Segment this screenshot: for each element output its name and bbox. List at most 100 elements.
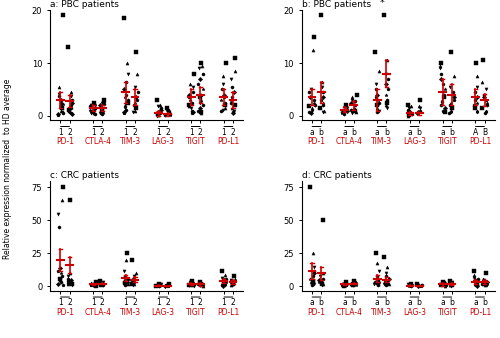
Point bbox=[99, 280, 107, 285]
Point bbox=[436, 66, 444, 71]
Point bbox=[164, 284, 172, 289]
Text: PD-1: PD-1 bbox=[308, 308, 326, 317]
Point bbox=[309, 273, 317, 279]
Text: TIGIT: TIGIT bbox=[438, 308, 457, 317]
Point bbox=[228, 283, 235, 288]
Point bbox=[408, 283, 416, 288]
Point bbox=[153, 282, 161, 288]
Point bbox=[154, 112, 162, 117]
Point bbox=[64, 282, 72, 287]
Point bbox=[350, 283, 358, 288]
Point bbox=[130, 276, 138, 281]
Point bbox=[64, 273, 72, 279]
Point bbox=[481, 282, 489, 287]
Point bbox=[229, 109, 237, 114]
Point bbox=[471, 97, 479, 103]
Point bbox=[482, 270, 490, 276]
Point bbox=[217, 97, 225, 103]
Point bbox=[470, 90, 478, 95]
Point bbox=[220, 279, 228, 285]
Point bbox=[199, 103, 207, 108]
Point bbox=[124, 60, 132, 66]
Point bbox=[217, 108, 225, 113]
Point bbox=[186, 281, 194, 286]
Point bbox=[482, 97, 490, 103]
Point bbox=[440, 281, 448, 287]
Point bbox=[440, 92, 448, 97]
Point bbox=[308, 280, 316, 285]
Point bbox=[88, 283, 96, 288]
Point bbox=[318, 283, 326, 288]
Point bbox=[374, 279, 382, 285]
Point bbox=[100, 98, 108, 104]
Point bbox=[100, 97, 108, 103]
Point bbox=[230, 68, 238, 74]
Point bbox=[374, 283, 382, 288]
Text: CTLA-4: CTLA-4 bbox=[84, 308, 111, 317]
Point bbox=[190, 71, 198, 76]
Text: *: * bbox=[380, 0, 384, 8]
Point bbox=[446, 282, 454, 288]
Point bbox=[479, 58, 487, 63]
Point bbox=[480, 92, 488, 97]
Point bbox=[408, 281, 416, 287]
Point bbox=[483, 283, 491, 288]
Point bbox=[316, 105, 324, 111]
Point bbox=[90, 281, 98, 287]
Point bbox=[472, 280, 480, 285]
Point bbox=[163, 105, 171, 111]
Point bbox=[190, 283, 198, 289]
Point bbox=[86, 104, 94, 109]
Point bbox=[438, 97, 446, 103]
Point bbox=[310, 103, 318, 108]
Point bbox=[471, 282, 479, 287]
Point bbox=[384, 76, 392, 81]
Point bbox=[406, 282, 414, 288]
Point bbox=[188, 105, 196, 111]
Point bbox=[220, 95, 228, 100]
Text: CTLA-4: CTLA-4 bbox=[336, 137, 362, 146]
Point bbox=[54, 281, 62, 287]
Point bbox=[478, 79, 486, 84]
Point bbox=[124, 281, 132, 287]
Point bbox=[472, 281, 480, 287]
Point bbox=[414, 111, 422, 116]
Point bbox=[408, 112, 416, 117]
Point bbox=[310, 281, 318, 287]
Point bbox=[59, 111, 67, 116]
Point bbox=[381, 279, 389, 285]
Point bbox=[306, 104, 314, 109]
Point bbox=[406, 283, 414, 288]
Point bbox=[320, 218, 328, 223]
Point bbox=[408, 104, 416, 109]
Point bbox=[441, 105, 449, 111]
Point bbox=[222, 272, 230, 278]
Text: TIM-3: TIM-3 bbox=[372, 308, 392, 317]
Point bbox=[348, 95, 356, 100]
Point bbox=[371, 280, 379, 285]
Point bbox=[382, 280, 390, 285]
Point bbox=[315, 280, 323, 285]
Point bbox=[440, 281, 448, 287]
Point bbox=[153, 281, 161, 287]
Point bbox=[54, 112, 62, 117]
Point bbox=[56, 277, 64, 283]
Point bbox=[120, 273, 128, 279]
Point bbox=[67, 111, 75, 116]
Point bbox=[308, 108, 316, 113]
Point bbox=[352, 282, 360, 288]
Point bbox=[372, 81, 380, 87]
Point bbox=[384, 100, 392, 105]
Point bbox=[320, 108, 328, 113]
Point bbox=[132, 50, 140, 55]
Point bbox=[227, 97, 235, 103]
Point bbox=[483, 103, 491, 108]
Point bbox=[228, 111, 236, 116]
Point bbox=[156, 111, 164, 116]
Point bbox=[100, 283, 108, 288]
Point bbox=[196, 280, 204, 285]
Point bbox=[220, 278, 228, 283]
Point bbox=[474, 279, 482, 285]
Point bbox=[310, 100, 318, 105]
Point bbox=[197, 92, 205, 97]
